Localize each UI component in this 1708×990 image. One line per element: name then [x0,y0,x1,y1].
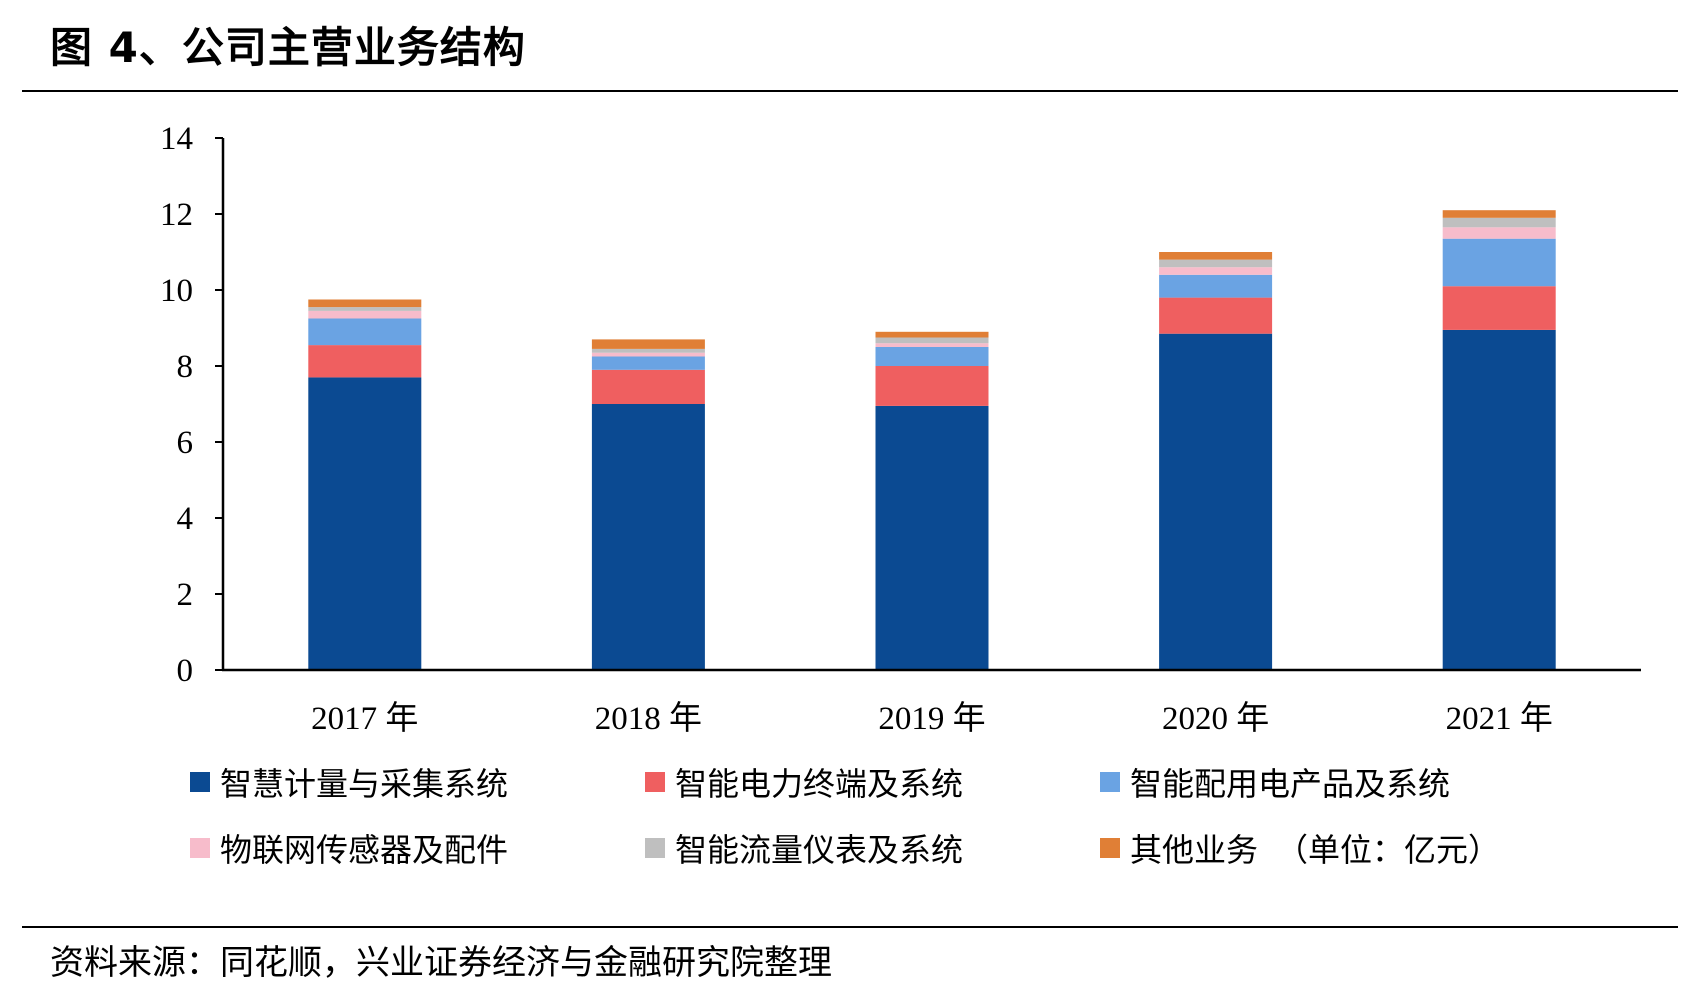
bar-segment [1159,252,1273,260]
y-tick-label: 10 [160,273,193,309]
bar-segment [308,310,422,319]
y-tick-label: 14 [160,121,193,157]
x-axis-labels: 2017 年 2018 年 2019 年 2020 年 2021 年 [311,700,1553,737]
bar-segment [1159,267,1273,275]
bar-segment [1442,286,1556,330]
top-rule [22,90,1678,92]
bar-segment [308,307,422,311]
bar-segment [1442,329,1556,670]
bar-segment [875,347,989,366]
legend-label: 物联网传感器及配件 [220,831,509,869]
bar-segment [591,348,705,353]
legend-swatch [190,772,210,792]
x-tick-label: 2021 年 [1446,700,1553,737]
bar-segment [1159,259,1273,268]
y-tick-label: 2 [177,577,194,613]
legend-swatch [1100,772,1120,792]
legend-item: 智慧计量与采集系统 [190,760,645,804]
bottom-rule [22,926,1678,928]
x-tick-label: 2019 年 [878,700,985,737]
bar-segment [308,345,422,378]
bar-segment [875,405,989,670]
legend-swatch [645,838,665,858]
legend-label: 智能电力终端及系统 [675,765,964,803]
bar-segment [875,366,989,406]
bar-segment [1442,227,1556,239]
bar-segment [591,339,705,349]
legend-item: 智能流量仪表及系统 [645,826,1100,870]
y-tick-label: 6 [177,425,194,461]
legend-item: 物联网传感器及配件 [190,826,645,870]
stacked-bar-chart: 0 2 4 6 8 10 12 14 2017 年 2018 年 2019 年 2020 年 2021… [160,121,1641,737]
bar-segment [1159,333,1273,670]
bar-segment [875,331,989,338]
legend-swatch [645,772,665,792]
bar-segment [591,356,705,370]
y-tick-label: 4 [177,501,194,537]
x-tick-label: 2020 年 [1162,700,1269,737]
plot-area [308,210,1556,670]
bar-segment [308,377,422,670]
legend-label: 智能流量仪表及系统 [675,831,964,869]
bar-segment [1442,210,1556,218]
bar-segment [1442,238,1556,287]
bar-segment [1442,217,1556,228]
legend-label: 智能配用电产品及系统 [1130,765,1451,803]
bar-segment [875,343,989,347]
legend-label: 智慧计量与采集系统 [220,765,509,803]
legend-item: 其他业务 （单位：亿元） [1100,826,1570,870]
bar-segment [308,299,422,308]
bar-segment [308,318,422,346]
x-tick-label: 2017 年 [311,700,418,737]
y-axis-ticks: 0 2 4 6 8 10 12 14 [160,121,223,689]
bar-segment [591,369,705,404]
legend: 智慧计量与采集系统 智能电力终端及系统 智能配用电产品及系统物联网传感器及配件 智能流… [190,760,1570,870]
bar-segment [1159,297,1273,334]
y-tick-label: 8 [177,349,194,385]
bar-segment [591,352,705,357]
bar-segment [591,404,705,670]
figure-title: 图 4、公司主营业务结构 [50,23,526,72]
legend-item: 智能电力终端及系统 [645,760,1100,804]
legend-item: 智能配用电产品及系统 [1100,760,1570,804]
bar-segment [875,337,989,344]
source-note: 资料来源：同花顺，兴业证券经济与金融研究院整理 [50,943,832,983]
x-tick-label: 2018 年 [595,700,702,737]
legend-label: 其他业务 [1130,831,1259,869]
y-tick-label: 12 [160,197,193,233]
y-tick-label: 0 [177,653,194,689]
legend-swatch [190,838,210,858]
bar-segment [1159,274,1273,298]
unit-note: （单位：亿元） [1276,831,1501,869]
legend-swatch [1100,838,1120,858]
